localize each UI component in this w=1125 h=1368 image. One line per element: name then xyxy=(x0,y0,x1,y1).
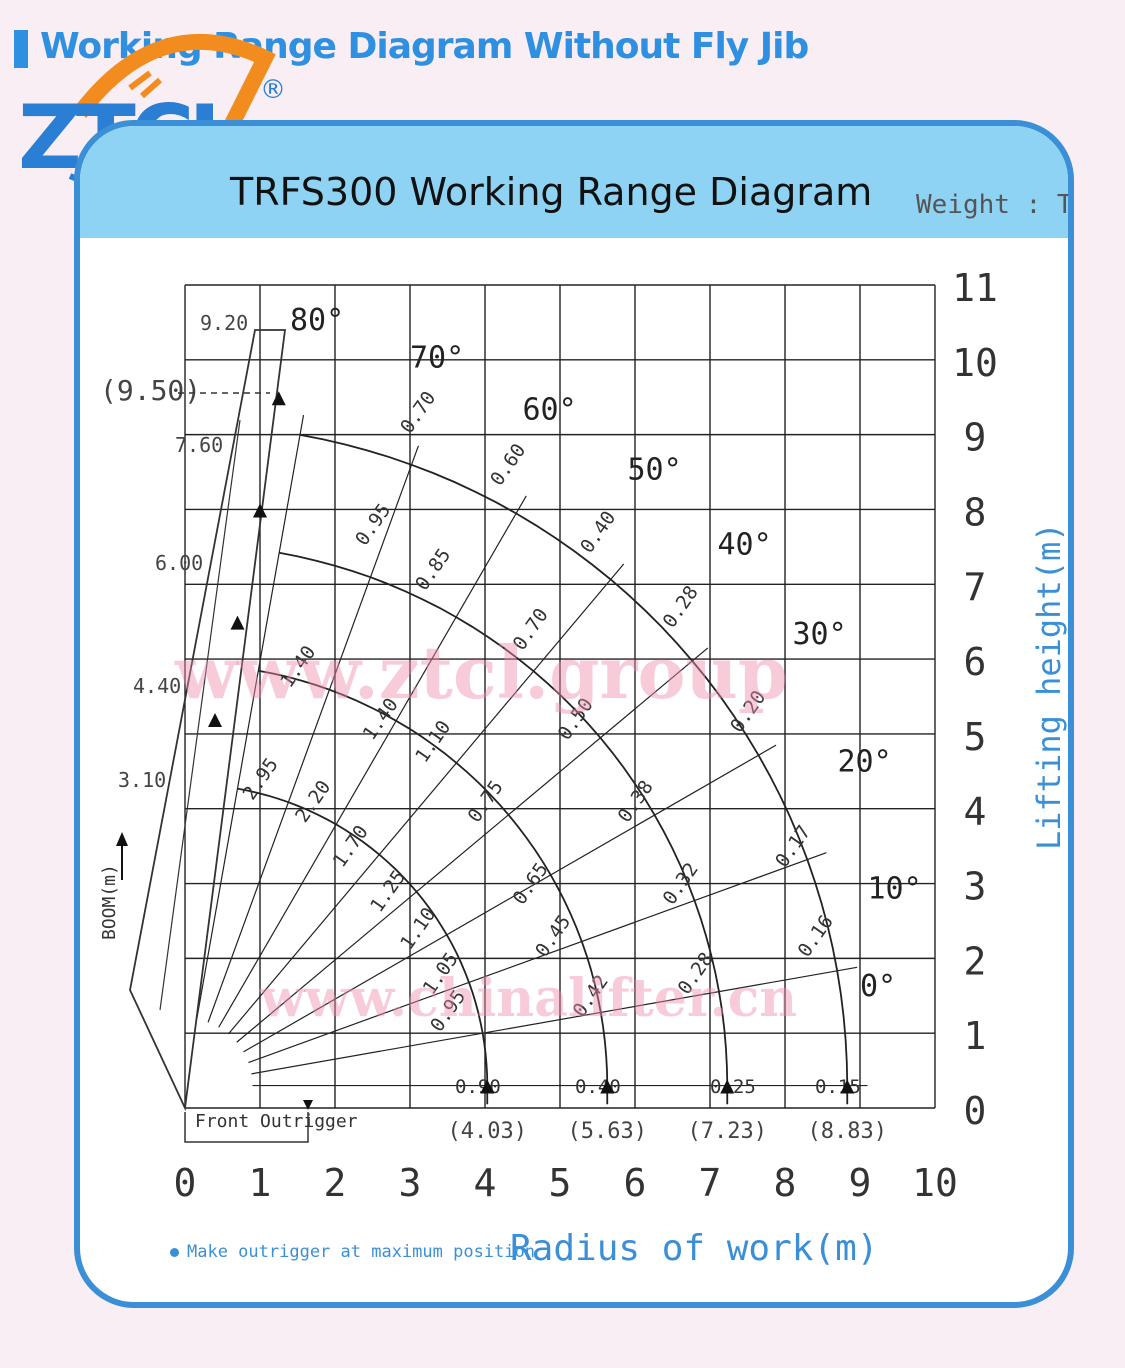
boom-axis-arrowhead xyxy=(116,832,128,846)
x-tick-label: 8 xyxy=(774,1161,797,1205)
x-tick-label: 5 xyxy=(549,1161,572,1205)
bullet-dot xyxy=(170,1247,179,1257)
x-tick-label: 0 xyxy=(174,1161,197,1205)
x-tick-label: 2 xyxy=(324,1161,347,1205)
angle-label: 20° xyxy=(838,744,892,779)
angle-label: 70° xyxy=(410,340,464,375)
angle-ray xyxy=(248,852,827,1064)
boom-body xyxy=(129,329,287,1112)
y-axis-title: Lifting height(m) xyxy=(1030,522,1068,850)
angle-ray xyxy=(218,495,527,1028)
x-tick-label: 6 xyxy=(624,1161,647,1205)
capacity-label: 0.85 xyxy=(411,545,455,595)
capacity-label: 2.20 xyxy=(291,776,335,826)
capacity-label: 0.40 xyxy=(575,1076,621,1098)
hook-marker xyxy=(230,615,245,630)
hook-marker xyxy=(271,391,286,406)
hook-marker xyxy=(840,1079,855,1094)
header-accent-bar xyxy=(14,30,28,68)
angle-ray xyxy=(207,445,419,1023)
angle-label: 40° xyxy=(718,527,772,562)
capacity-label: 0.75 xyxy=(464,776,508,826)
capacity-label: 1.10 xyxy=(396,904,440,954)
boom-length-label: 6.00 xyxy=(155,551,203,575)
outrigger-label: Front Outrigger xyxy=(195,1111,358,1132)
boom-length-label: 7.60 xyxy=(175,433,223,457)
capacity-label: 2.95 xyxy=(239,754,283,804)
y-tick-label: 2 xyxy=(964,939,987,983)
hook-marker xyxy=(720,1079,735,1094)
hook-marker xyxy=(600,1079,615,1094)
svg-text:®: ® xyxy=(260,75,286,105)
boom-length-label: 3.10 xyxy=(118,768,166,792)
weight-unit-label: Weight : T xyxy=(916,190,1073,220)
watermark-chinalifter: www.chinalifter.cn xyxy=(260,968,798,1029)
diagram-title: TRFS300 Working Range Diagram xyxy=(230,170,873,214)
x-axis-title: Radius of work(m) xyxy=(510,1228,879,1269)
capacity-label: 1.25 xyxy=(366,866,410,916)
x-tick-label: 1 xyxy=(249,1161,272,1205)
angle-label: 30° xyxy=(793,617,847,652)
angle-label: 50° xyxy=(628,453,682,488)
x-tick-label: 10 xyxy=(912,1161,958,1205)
capacity-label: 0.16 xyxy=(794,911,838,961)
y-tick-label: 8 xyxy=(964,490,987,534)
capacity-label: 0.90 xyxy=(455,1076,501,1098)
y-tick-label: 1 xyxy=(964,1014,987,1058)
angle-ray xyxy=(236,647,709,1043)
x-tick-label: 9 xyxy=(849,1161,872,1205)
hook-marker xyxy=(208,712,222,727)
y-tick-label: 4 xyxy=(964,790,987,834)
capacity-label: 1.10 xyxy=(411,717,455,767)
capacity-label: 0.15 xyxy=(815,1076,861,1098)
y-tick-label: 3 xyxy=(964,865,987,909)
y-tick-label: 5 xyxy=(964,715,987,759)
capacity-label: 0.28 xyxy=(659,582,703,632)
y-tick-label: 0 xyxy=(964,1089,987,1133)
outrigger-note: Make outrigger at maximum position xyxy=(170,1242,535,1262)
y-tick-label: 9 xyxy=(964,416,987,460)
x-tick-label: 4 xyxy=(474,1161,497,1205)
boom-length-label: 4.40 xyxy=(133,674,181,698)
watermark-ztcl: www.ztcl.group xyxy=(175,630,789,715)
angle-ray xyxy=(227,563,625,1035)
angle-label: 0° xyxy=(860,969,896,1004)
max-radius-label: (7.23) xyxy=(688,1119,767,1144)
angle-ray xyxy=(243,744,777,1053)
max-radius-label: (8.83) xyxy=(808,1119,887,1144)
diagram-card: TRFS300 Working Range Diagram Weight : T xyxy=(74,120,1074,1308)
angle-label: 10° xyxy=(868,872,922,907)
x-tick-label: 7 xyxy=(699,1161,722,1205)
outrigger-note-text: Make outrigger at maximum position xyxy=(187,1242,535,1262)
y-tick-label: 6 xyxy=(964,640,987,684)
hook-marker xyxy=(253,503,267,518)
angle-ray xyxy=(196,414,305,1020)
capacity-label: 0.95 xyxy=(351,500,395,550)
boom-length-label: (9.50) xyxy=(100,374,201,407)
capacity-label: 0.38 xyxy=(614,776,658,826)
capacity-label: 0.60 xyxy=(486,440,530,490)
capacity-label: 0.25 xyxy=(710,1076,756,1098)
capacity-label: 0.70 xyxy=(396,387,440,437)
y-tick-label: 7 xyxy=(964,565,987,609)
capacity-label: 0.45 xyxy=(531,911,575,961)
outrigger-bracket xyxy=(184,1112,309,1143)
boom-axis-label: BOOM(m) xyxy=(99,864,120,940)
angle-ray xyxy=(251,966,858,1075)
capacity-label: 0.40 xyxy=(576,507,620,557)
card-header: TRFS300 Working Range Diagram Weight : T xyxy=(80,126,1068,238)
y-tick-label: 11 xyxy=(952,266,998,310)
angle-label: 80° xyxy=(290,303,344,338)
outrigger-marker xyxy=(303,1100,313,1110)
max-radius-label: (4.03) xyxy=(448,1119,527,1144)
boom-inner-line xyxy=(159,419,241,1011)
hook-marker xyxy=(480,1079,495,1094)
x-tick-label: 3 xyxy=(399,1161,422,1205)
y-tick-label: 10 xyxy=(952,341,998,385)
angle-label: 60° xyxy=(523,393,577,428)
max-radius-label: (5.63) xyxy=(568,1119,647,1144)
boom-length-label: 9.20 xyxy=(200,311,248,335)
